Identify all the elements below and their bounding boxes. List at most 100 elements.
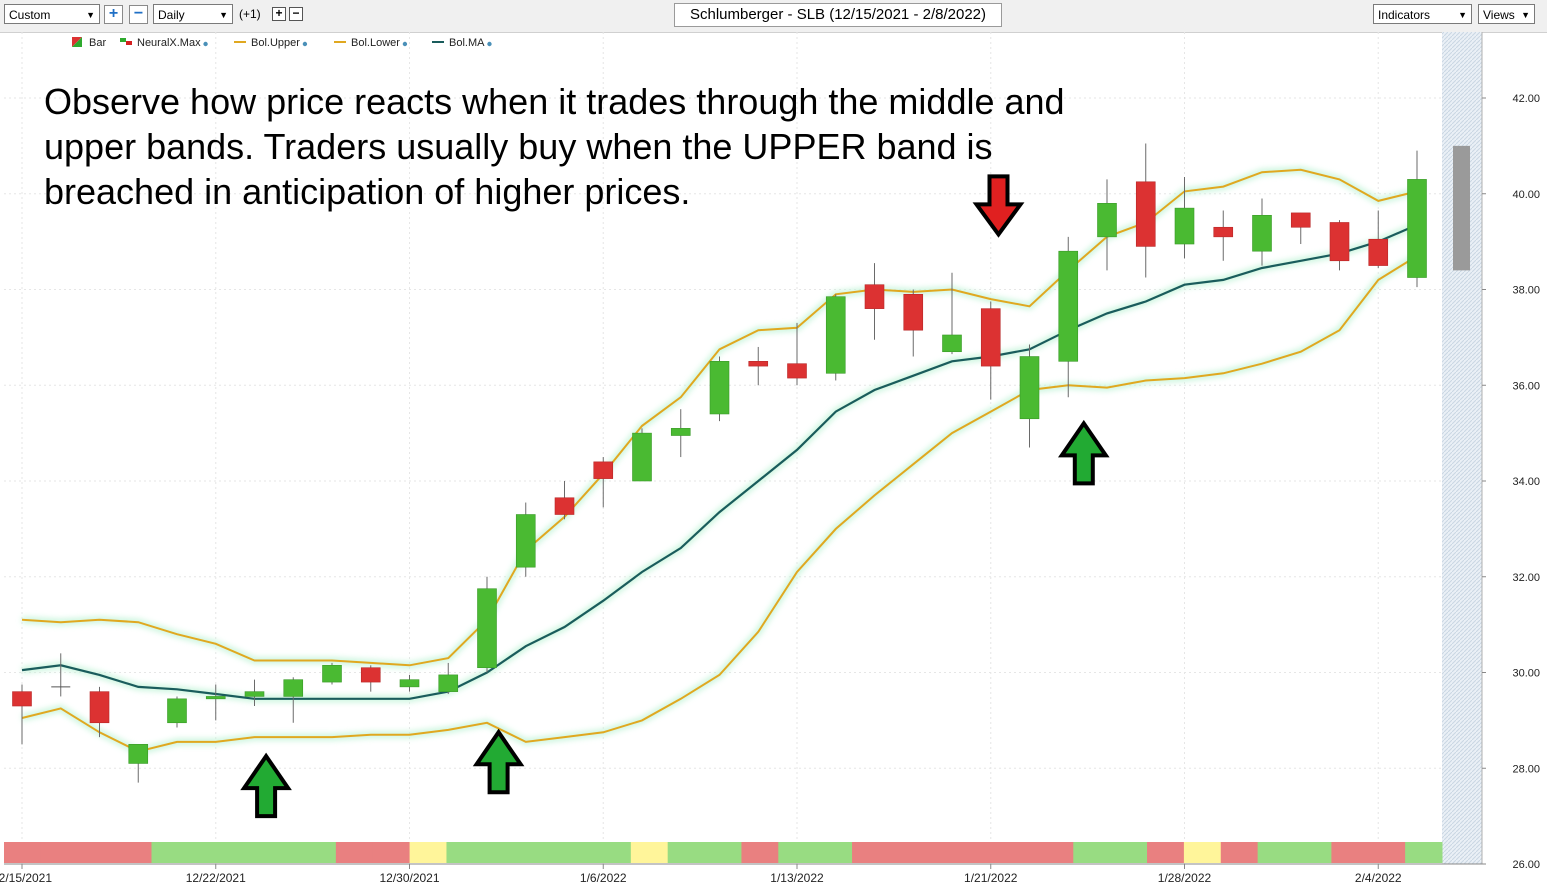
- bol-ma-line-glow: [21, 221, 1419, 703]
- candle-body: [709, 361, 730, 415]
- bollinger-bands: [21, 166, 1419, 756]
- bol-lower-line-glow: [21, 253, 1419, 756]
- date-tick-label: 1/6/2022: [580, 871, 627, 885]
- signal-strip-segment: [704, 842, 742, 863]
- legend-dot-icon: [487, 41, 492, 47]
- candle-body: [205, 696, 226, 700]
- annotation-line: breached in anticipation of higher price…: [44, 171, 690, 212]
- signal-strip-segment: [4, 842, 42, 863]
- signal-strip-segment: [446, 842, 484, 863]
- price-tick-label: 32.00: [1512, 572, 1540, 584]
- signal-strip-segment: [151, 842, 189, 863]
- legend-swatch-bar: [72, 37, 82, 47]
- price-tick-label: 34.00: [1512, 476, 1540, 488]
- candle-body: [438, 674, 459, 692]
- price-tick-label: 36.00: [1512, 380, 1540, 392]
- chart-title: Schlumberger - SLB (12/15/2021 - 2/8/202…: [674, 3, 1002, 27]
- signal-arrows: [240, 174, 1110, 819]
- candle-body: [1097, 203, 1117, 238]
- signal-strip-segment: [372, 842, 411, 863]
- candle-body: [593, 461, 614, 479]
- legend-label: Bol.MA: [449, 37, 485, 49]
- price-tick-label: 42.00: [1512, 93, 1540, 105]
- signal-strip-segment: [409, 842, 447, 863]
- zoom-out-button[interactable]: −: [129, 5, 148, 24]
- legend-label: NeuralX.Max: [137, 37, 201, 49]
- neuralx-band: [1453, 145, 1470, 271]
- candlestick-chart[interactable]: Bar NeuralX.Max Bol.Upper Bol.Lower Bol.MA 2…: [0, 32, 1547, 893]
- indicators-dropdown[interactable]: Indicators ▼: [1373, 4, 1472, 24]
- up-arrow-icon: [240, 752, 292, 819]
- annotation-line: upper bands. Traders usually buy when th…: [44, 126, 993, 167]
- annotation-text: Observe how price reacts when it trades …: [44, 81, 1065, 212]
- legend-label: Bol.Lower: [351, 37, 400, 49]
- candle-body: [283, 679, 304, 697]
- grid-lines: [4, 32, 1482, 865]
- chevron-down-icon: ▼: [86, 10, 95, 20]
- date-tick-label: 1/21/2022: [964, 871, 1018, 885]
- candle-body: [942, 334, 962, 353]
- candle-body: [477, 588, 497, 669]
- chevron-down-icon: ▼: [219, 10, 228, 20]
- indicators-dropdown-label: Indicators: [1378, 8, 1431, 22]
- candle-body: [1174, 207, 1195, 245]
- signal-strip-segment: [962, 842, 1001, 863]
- candle-body: [825, 296, 846, 374]
- signal-strip-segment: [741, 842, 779, 863]
- offset-plus-button[interactable]: +: [272, 7, 286, 21]
- down-arrow-icon: [972, 174, 1025, 238]
- period-dropdown-label: Custom: [9, 8, 51, 22]
- signal-strip-segment: [262, 842, 300, 863]
- signal-strip-segment: [1368, 842, 1406, 863]
- signal-strip-segment: [925, 842, 964, 863]
- interval-dropdown-label: Daily: [158, 8, 185, 22]
- candle-body: [1329, 222, 1350, 262]
- candle-body: [1058, 250, 1079, 362]
- bol-ma-line: [21, 223, 1418, 700]
- candle-body: [1135, 181, 1156, 247]
- price-tick-label: 28.00: [1512, 763, 1540, 775]
- signal-strip-segment: [335, 842, 374, 863]
- signal-strip-segment: [1073, 842, 1111, 863]
- signal-strip-segment: [630, 842, 669, 863]
- period-dropdown[interactable]: Custom ▼: [4, 4, 100, 24]
- offset-label: (+1): [239, 7, 261, 21]
- date-tick-label: 2/4/2022: [1355, 871, 1402, 885]
- candle-body: [1407, 179, 1427, 278]
- price-tick-label: 30.00: [1512, 668, 1540, 680]
- signal-strip-segment: [888, 842, 927, 863]
- signal-strip-segment: [77, 842, 116, 863]
- candle-body: [554, 497, 575, 515]
- chart-toolbar: Custom ▼ + − Daily ▼ (+1) + − Schlumberg…: [0, 0, 1547, 33]
- signal-strip-segment: [593, 842, 632, 863]
- zoom-in-button[interactable]: +: [104, 5, 123, 24]
- legend-dot-icon: [203, 41, 208, 47]
- chevron-down-icon: ▼: [1521, 10, 1530, 20]
- candle-body: [1290, 212, 1311, 228]
- views-dropdown[interactable]: Views ▼: [1478, 4, 1535, 24]
- candle-body: [360, 667, 381, 683]
- views-dropdown-label: Views: [1483, 8, 1515, 22]
- offset-minus-button[interactable]: −: [289, 7, 303, 21]
- candle-body: [128, 744, 149, 764]
- signal-strip-segment: [1405, 842, 1443, 863]
- price-axis: 26.00 28.00 30.00 32.00 34.00 36.00 38.00 40.00…: [1482, 93, 1540, 871]
- signal-strip-segment: [225, 842, 263, 863]
- signal-strip-segment: [40, 842, 79, 863]
- up-arrow-icon: [1057, 419, 1110, 486]
- signal-strip-segment: [852, 842, 890, 863]
- legend-dot-icon: [402, 41, 408, 47]
- annotation-line: Observe how price reacts when it trades …: [44, 81, 1065, 122]
- interval-dropdown[interactable]: Daily ▼: [153, 4, 233, 24]
- legend-swatch-neuralx: [120, 38, 126, 42]
- candle-body: [632, 432, 652, 482]
- price-tick-label: 26.00: [1512, 859, 1540, 871]
- legend-swatch-neuralx: [126, 41, 132, 45]
- price-tick-label: 38.00: [1512, 285, 1540, 297]
- candles: [12, 143, 1427, 783]
- candle-body: [12, 691, 32, 707]
- legend-dot-icon: [302, 41, 308, 47]
- signal-strip-segment: [557, 842, 595, 863]
- candle-body: [1252, 214, 1272, 252]
- price-tick-label: 40.00: [1512, 189, 1540, 201]
